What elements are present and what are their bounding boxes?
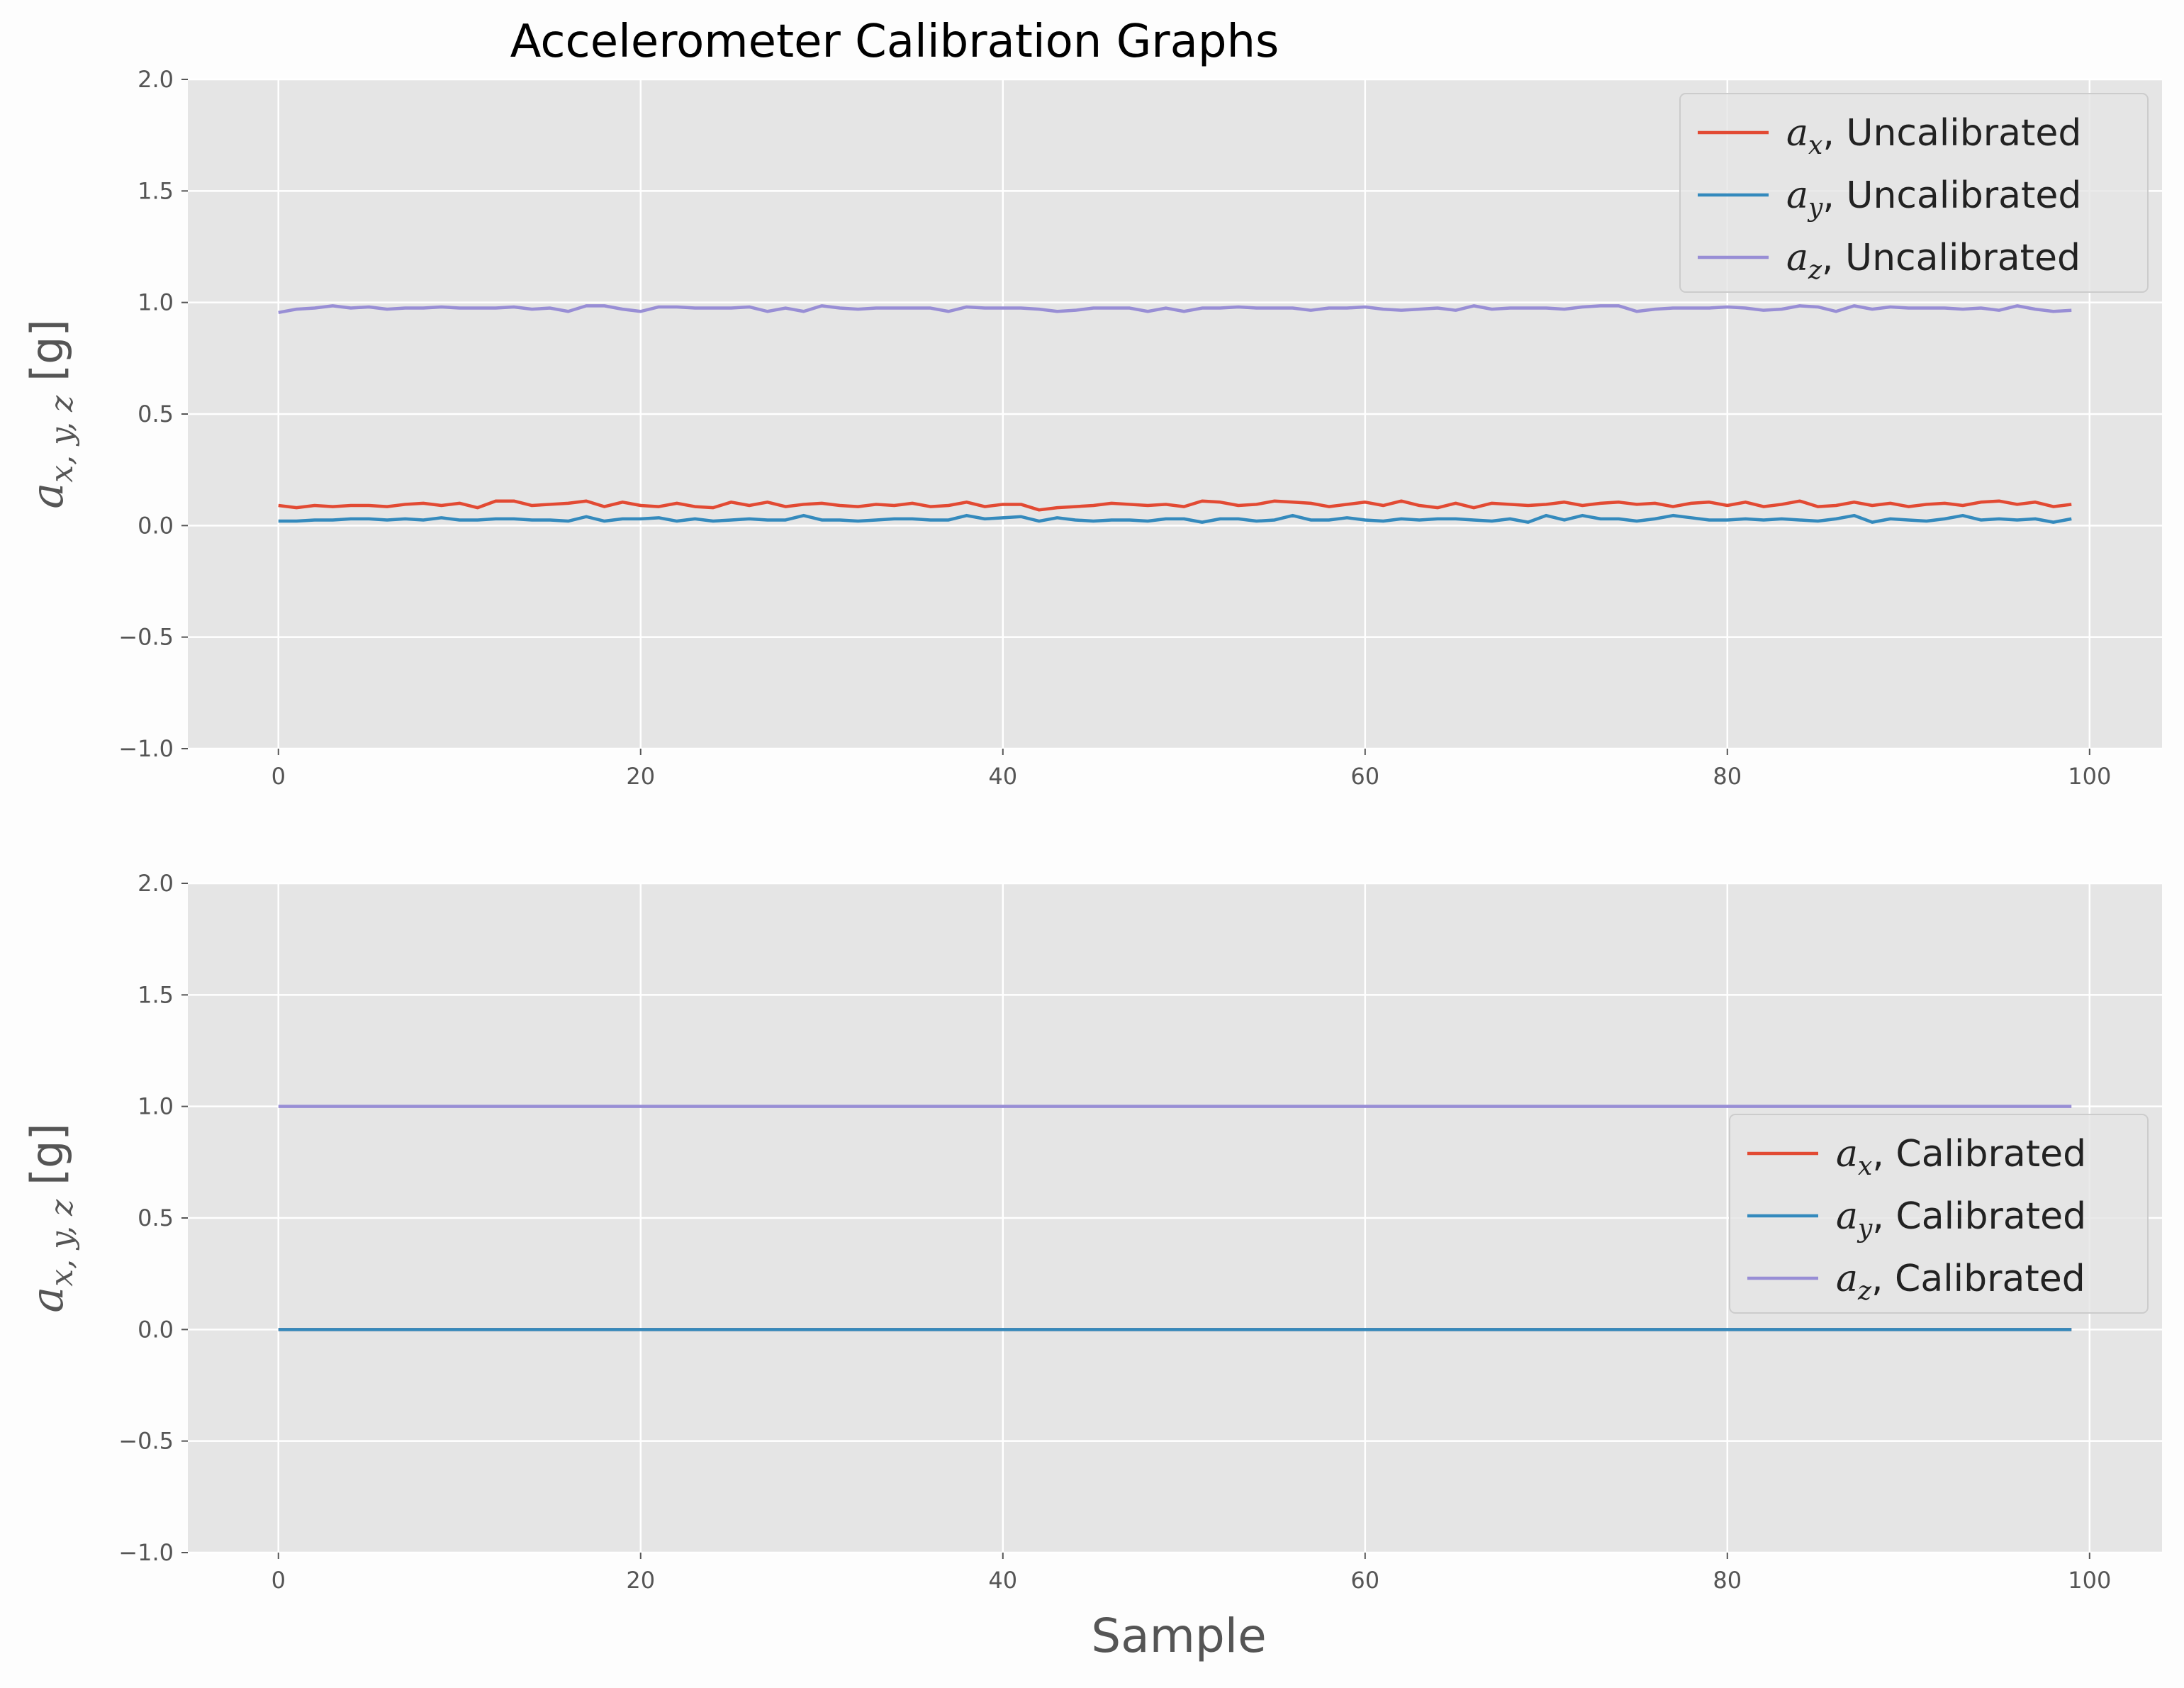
y-tick-label: 1.5 <box>138 177 174 204</box>
y-tick-label: 2.0 <box>138 66 174 93</box>
x-tick-label: 100 <box>2068 763 2111 790</box>
series-line-x <box>278 499 2072 512</box>
legend: ax, Calibrated ay, Calibrated az, Calibrat… <box>1729 1114 2149 1314</box>
x-tick-label: 20 <box>626 763 655 790</box>
legend-entry-z: az, Calibrated <box>1836 1258 2085 1306</box>
legend-entry-x: ax, Uncalibrated <box>1786 112 2081 160</box>
x-axis-label: Sample <box>1091 1609 1266 1663</box>
y-axis-label: ax, y, z [g] <box>21 1123 80 1312</box>
y-tick-label: 2.0 <box>138 870 174 897</box>
y-axis-label-var: a <box>21 483 73 509</box>
legend-entry-y: ay, Calibrated <box>1836 1195 2086 1243</box>
y-tick-label: 0.0 <box>138 1316 174 1343</box>
y-tick-label: −1.0 <box>118 1539 174 1566</box>
y-tick-label: −0.5 <box>118 1428 174 1455</box>
y-axis-label: ax, y, z [g] <box>21 319 80 508</box>
x-tick-label: 100 <box>2068 1567 2111 1594</box>
legend-entry-y: ay, Uncalibrated <box>1786 174 2081 223</box>
x-tick-label: 40 <box>988 1567 1017 1594</box>
x-tick-label: 20 <box>626 1567 655 1594</box>
y-tick-label: 0.5 <box>138 1204 174 1231</box>
y-axis-label-sub: x, y, z <box>44 1199 80 1287</box>
x-tick-label: 40 <box>988 763 1017 790</box>
y-tick-label: 1.5 <box>138 981 174 1008</box>
y-axis-label-unit: [g] <box>21 1123 73 1199</box>
series-line-y <box>278 513 2072 524</box>
x-tick-label: 60 <box>1350 1567 1379 1594</box>
axes-calibrated: 0 20 40 60 80 100 −1.0 −0.5 0.0 0.5 1.0 1.5 2.0 ax, y… <box>21 870 2162 1594</box>
x-tick-label: 0 <box>271 1567 286 1594</box>
legend-entry-z: az, Uncalibrated <box>1786 237 2081 285</box>
x-tick-label: 80 <box>1713 1567 1742 1594</box>
y-axis-label-var: a <box>21 1287 73 1313</box>
x-tick-label: 80 <box>1713 763 1742 790</box>
y-tick-label: −0.5 <box>118 624 174 651</box>
y-tick-label: 0.5 <box>138 401 174 427</box>
legend: ax, Uncalibrated ay, Uncalibrated az, Unca… <box>1679 93 2149 293</box>
series-line-z <box>278 304 2072 315</box>
y-tick-label: 1.0 <box>138 289 174 316</box>
legend-entry-x: ax, Calibrated <box>1836 1133 2086 1181</box>
x-tick-label: 0 <box>271 763 286 790</box>
y-tick-label: −1.0 <box>118 735 174 762</box>
legend-box <box>1729 1114 2149 1314</box>
y-axis-label-sub: x, y, z <box>44 395 80 483</box>
y-tick-label: 1.0 <box>138 1093 174 1120</box>
x-tick-label: 60 <box>1350 763 1379 790</box>
legend-box <box>1679 93 2149 293</box>
axes-uncalibrated: 0 20 40 60 80 100 −1.0 −0.5 0.0 0.5 1.0 1.5 2.0 ax, y… <box>21 66 2162 790</box>
y-tick-label: 0.0 <box>138 512 174 539</box>
y-axis-label-unit: [g] <box>21 319 73 395</box>
chart-title: Accelerometer Calibration Graphs <box>510 16 1279 68</box>
